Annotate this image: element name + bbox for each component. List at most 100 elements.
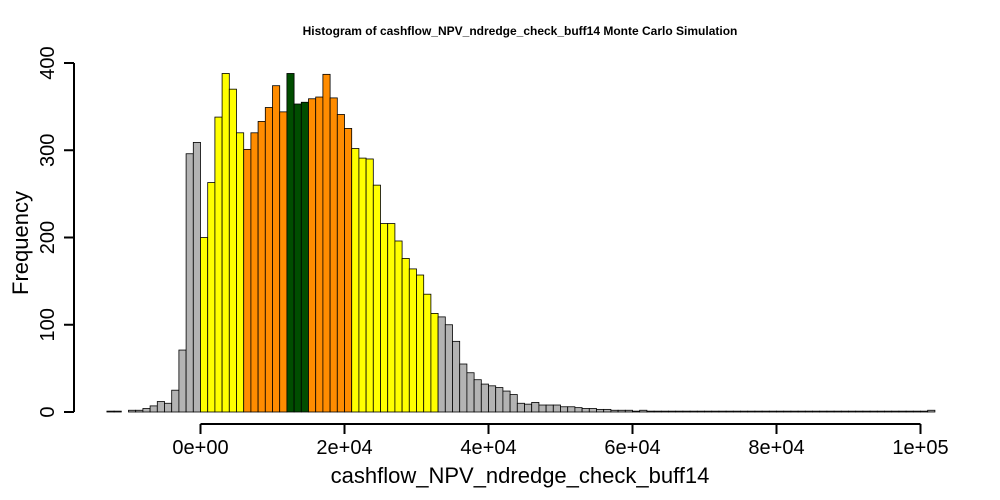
histogram-bar bbox=[286, 73, 295, 413]
histogram-bar bbox=[214, 116, 223, 413]
histogram-bar bbox=[279, 111, 288, 413]
histogram-bar bbox=[912, 410, 921, 413]
histogram-bar bbox=[797, 410, 806, 413]
histogram-bar bbox=[732, 410, 741, 413]
histogram-bar bbox=[891, 410, 900, 413]
y-tick-label: 200 bbox=[37, 221, 59, 254]
histogram-bar bbox=[884, 410, 893, 413]
x-tick-label: 2e+04 bbox=[316, 437, 372, 459]
histogram-bar bbox=[603, 408, 612, 413]
histogram-bar bbox=[351, 148, 360, 413]
histogram-bar bbox=[927, 409, 936, 413]
histogram-bar bbox=[588, 408, 597, 413]
histogram-bar bbox=[610, 409, 619, 413]
histogram-bar bbox=[524, 403, 533, 413]
x-axis-title: cashflow_NPV_ndredge_check_buff14 bbox=[331, 463, 710, 488]
histogram-bar bbox=[920, 410, 929, 413]
histogram-bar bbox=[862, 410, 871, 413]
histogram-bar bbox=[596, 408, 605, 413]
histogram-bar bbox=[747, 410, 756, 413]
histogram-bar bbox=[459, 363, 468, 413]
histogram-bar bbox=[135, 409, 144, 413]
histogram-bar bbox=[128, 409, 137, 413]
histogram-bar bbox=[416, 274, 425, 413]
histogram-bar bbox=[740, 410, 749, 413]
histogram-bar bbox=[243, 148, 252, 413]
histogram-bar bbox=[185, 153, 194, 413]
histogram-bar bbox=[423, 293, 432, 413]
histogram-bar bbox=[776, 410, 785, 413]
histogram-bars bbox=[106, 73, 936, 413]
histogram-bar bbox=[300, 101, 309, 413]
histogram-bar bbox=[401, 258, 410, 413]
x-tick-label: 0e+00 bbox=[172, 437, 228, 459]
histogram-bar bbox=[394, 240, 403, 413]
histogram-bar bbox=[322, 73, 331, 413]
y-tick-label: 0 bbox=[37, 406, 59, 417]
histogram-bar bbox=[833, 410, 842, 413]
histogram-bar bbox=[380, 223, 389, 413]
histogram-bar bbox=[545, 404, 554, 413]
histogram-bar bbox=[336, 114, 345, 413]
histogram-bar bbox=[236, 132, 245, 413]
y-axis-title: Frequency bbox=[8, 191, 33, 295]
histogram-bar bbox=[516, 402, 525, 413]
histogram-bar bbox=[819, 410, 828, 413]
histogram-bar bbox=[315, 96, 324, 413]
histogram-bar bbox=[250, 132, 259, 413]
histogram-bar bbox=[113, 410, 122, 413]
histogram-bar bbox=[812, 410, 821, 413]
histogram-bar bbox=[711, 410, 720, 413]
histogram-bar bbox=[473, 379, 482, 413]
histogram-bar bbox=[898, 410, 907, 413]
x-axis: 0e+00 2e+04 4e+04 6e+04 8e+04 1e+05 bbox=[172, 423, 949, 459]
histogram-bar bbox=[466, 372, 475, 413]
histogram-bar bbox=[171, 389, 180, 413]
histogram-bar bbox=[761, 410, 770, 413]
histogram-bar bbox=[106, 410, 115, 413]
histogram-bar bbox=[668, 410, 677, 413]
histogram-bar bbox=[725, 410, 734, 413]
histogram-bar bbox=[682, 410, 691, 413]
histogram-bar bbox=[257, 121, 266, 413]
histogram-bar bbox=[639, 409, 648, 413]
histogram-bar bbox=[329, 97, 338, 413]
histogram-bar bbox=[495, 387, 504, 413]
histogram-bar bbox=[855, 410, 864, 413]
histogram-bar bbox=[704, 410, 713, 413]
histogram-bar bbox=[783, 410, 792, 413]
histogram-bar bbox=[848, 410, 857, 413]
histogram-bar bbox=[480, 383, 489, 413]
histogram-bar bbox=[293, 103, 302, 413]
histogram-bar bbox=[408, 268, 417, 413]
y-tick-label: 400 bbox=[37, 46, 59, 79]
histogram-bar bbox=[552, 404, 561, 413]
histogram-bar bbox=[531, 401, 540, 413]
histogram-bar bbox=[228, 88, 237, 413]
x-tick-label: 1e+05 bbox=[892, 437, 948, 459]
histogram-bar bbox=[632, 410, 641, 413]
x-tick-label: 8e+04 bbox=[748, 437, 804, 459]
histogram-bar bbox=[272, 85, 281, 413]
histogram-bar bbox=[768, 410, 777, 413]
histogram-bar bbox=[560, 406, 569, 413]
histogram-bar bbox=[358, 157, 367, 413]
histogram-bar bbox=[502, 390, 511, 413]
histogram-bar bbox=[437, 316, 446, 413]
histogram-bar bbox=[876, 410, 885, 413]
histogram-bar bbox=[365, 158, 374, 413]
histogram-bar bbox=[718, 410, 727, 413]
y-tick-label: 100 bbox=[37, 308, 59, 341]
histogram-bar bbox=[387, 223, 396, 413]
histogram-bar bbox=[200, 237, 209, 413]
histogram-bar bbox=[646, 410, 655, 413]
histogram-bar bbox=[207, 182, 216, 413]
histogram-bar bbox=[142, 408, 151, 413]
histogram-bar bbox=[574, 407, 583, 413]
histogram-bar bbox=[790, 410, 799, 413]
histogram-bar bbox=[221, 73, 230, 413]
histogram-bar bbox=[653, 410, 662, 413]
histogram-bar bbox=[509, 394, 518, 413]
